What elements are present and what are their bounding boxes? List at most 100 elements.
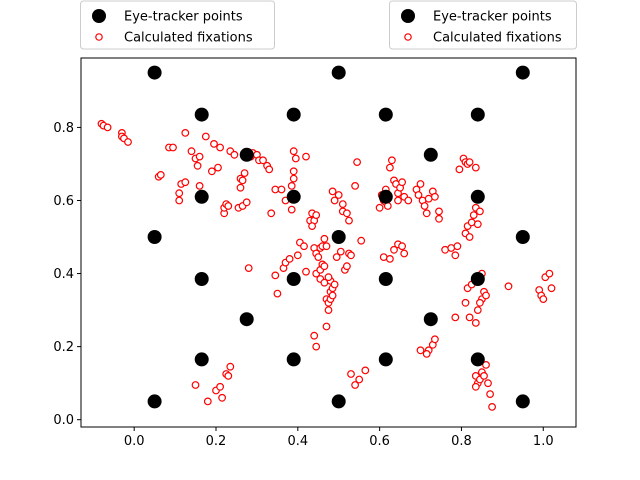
fixation-point: [312, 211, 321, 220]
fixation-point: [539, 295, 548, 304]
fixation-point: [238, 176, 247, 185]
fixation-point: [353, 158, 362, 167]
eye-tracker-point: [286, 352, 301, 367]
fixation-point: [210, 139, 218, 148]
fixation-point: [330, 196, 339, 205]
x-tick-label: 0.4: [287, 434, 308, 449]
fixation-point: [332, 253, 341, 262]
fixation-point: [302, 152, 310, 161]
fixation-point: [361, 366, 370, 375]
fixation-point: [351, 181, 360, 190]
fixation-point: [400, 249, 409, 258]
fixation-point: [201, 132, 210, 141]
fixation-point: [465, 233, 474, 241]
fixation-point: [471, 163, 480, 172]
fixation-point: [355, 375, 364, 384]
fixation-point: [386, 163, 394, 172]
fixation-point: [324, 306, 333, 315]
eye-tracker-point: [286, 107, 301, 122]
fixation-point: [324, 273, 333, 282]
fixation-point: [289, 167, 298, 176]
fixation-point: [447, 244, 456, 252]
x-tick-label: 0.6: [369, 434, 390, 449]
fixation-point: [451, 313, 460, 322]
fixation-point: [193, 161, 202, 170]
fixation-point: [226, 362, 235, 371]
legend-left-marker-fixations: [95, 33, 103, 41]
eye-tracker-point: [194, 107, 209, 122]
fixation-point: [404, 196, 413, 205]
fixation-point: [314, 253, 323, 262]
fixation-point: [435, 207, 443, 216]
legend-right-label-eye-tracker: Eye-tracker points: [433, 10, 552, 25]
legend-left-frame: [80, 0, 275, 50]
y-tick-label: 0.8: [53, 121, 74, 136]
eye-tracker-point: [470, 189, 485, 204]
y-tick-label: 0.0: [53, 413, 74, 428]
fixation-point: [216, 143, 225, 152]
legend-left-label-fixations: Calculated fixations: [124, 31, 253, 46]
fixation-point: [338, 200, 347, 209]
fixation-point: [455, 165, 464, 174]
x-tick-label: 0.8: [451, 434, 472, 449]
fixation-point: [343, 262, 351, 271]
fixation-point: [504, 282, 513, 291]
eye-tracker-point: [470, 352, 485, 367]
fixation-point: [224, 202, 233, 210]
fixation-point: [469, 211, 478, 220]
legend-left: Eye-tracker points Calculated fixations: [80, 0, 275, 50]
eye-tracker-point: [331, 65, 346, 80]
eye-tracker-point: [515, 394, 530, 409]
fixation-point: [285, 254, 294, 263]
fixation-point: [416, 180, 425, 188]
legend-right-label-fixations: Calculated fixations: [433, 31, 562, 46]
series-eye-tracker-points: [147, 65, 530, 409]
eye-tracker-point: [378, 189, 393, 204]
fixation-point: [169, 143, 177, 152]
eye-tracker-point: [147, 230, 162, 244]
x-tick-label: 0.2: [206, 434, 227, 449]
fixation-point: [291, 154, 300, 163]
fixation-point: [480, 372, 488, 380]
fixation-point: [388, 156, 396, 165]
fixation-point: [287, 205, 296, 214]
fixation-point: [471, 319, 480, 327]
fixation-point: [343, 209, 351, 218]
eye-tracker-point: [286, 189, 301, 204]
fixation-point: [187, 147, 196, 156]
fixation-point: [214, 163, 222, 172]
eye-tracker-point: [515, 65, 530, 80]
fixation-point: [103, 123, 112, 132]
fixation-point: [336, 247, 345, 256]
fixation-point: [420, 202, 429, 210]
fixation-point: [473, 306, 482, 315]
fixation-point: [484, 379, 492, 388]
fixation-point: [218, 393, 227, 402]
fixation-point: [300, 242, 308, 251]
fixation-point: [482, 291, 490, 300]
fixation-point: [175, 189, 184, 198]
x-tick-label: 1.0: [533, 434, 554, 449]
eye-tracker-point: [331, 230, 346, 244]
fixation-point: [345, 216, 353, 225]
legend-left-label-eye-tracker: Eye-tracker points: [124, 10, 243, 25]
fixation-point: [310, 331, 319, 340]
eye-tracker-point: [378, 272, 393, 286]
fixation-point: [451, 251, 460, 260]
fixation-point: [289, 174, 298, 183]
fixation-point: [242, 198, 251, 207]
fixation-point: [471, 382, 480, 391]
fixation-point: [398, 178, 407, 187]
eye-tracker-point: [194, 189, 209, 204]
axes-frame: [80, 57, 577, 428]
legend-right-marker-eye-tracker: [401, 9, 415, 23]
fixation-point: [476, 207, 484, 216]
fixation-point: [347, 370, 355, 378]
fixation-point: [465, 313, 474, 322]
fixation-point: [271, 271, 280, 280]
eye-tracker-point: [286, 272, 301, 286]
fixation-point: [461, 298, 470, 307]
fixation-point: [375, 203, 384, 212]
fixation-point: [486, 390, 495, 399]
legend-right-marker-fixations: [404, 33, 412, 41]
